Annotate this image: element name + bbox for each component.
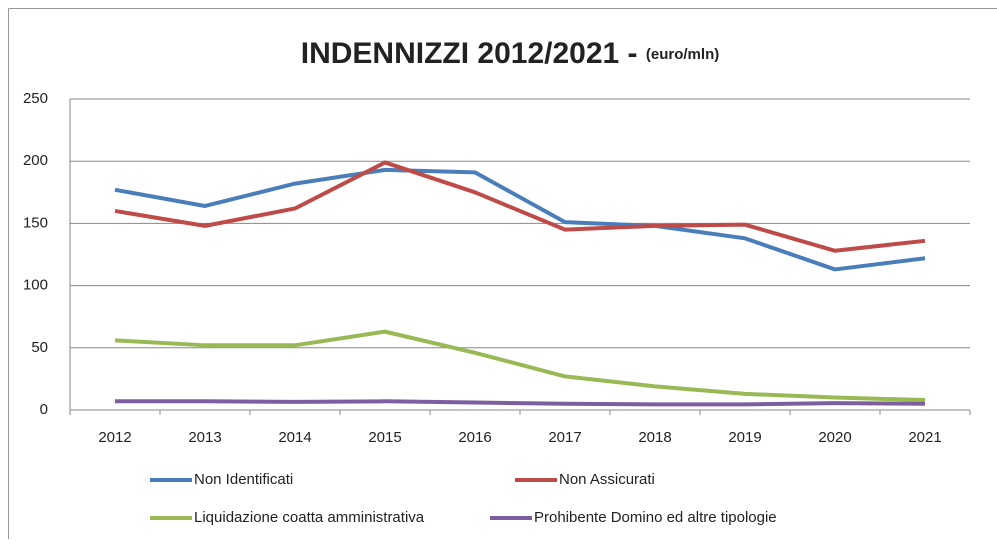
y-tick-label: 0 [40,401,48,418]
legend-label: Non Identificati [194,471,293,488]
x-tick-label: 2015 [368,429,401,446]
y-tick-label: 200 [23,152,48,169]
x-tick-label: 2012 [98,429,131,446]
series-line [115,399,926,407]
x-tick-label: 2019 [728,429,761,446]
x-tick-label: 2016 [458,429,491,446]
x-tick-label: 2018 [638,429,671,446]
subtitle: (euro/mln) [646,46,719,63]
series-line [114,167,926,272]
x-tick-label: 2021 [908,429,941,446]
x-tick-label: 2013 [188,429,221,446]
legend-label: Non Assicurati [559,471,655,488]
series-line [114,160,926,253]
y-tick-label: 100 [23,277,48,294]
x-tick-label: 2020 [818,429,851,446]
x-tick-label: 2014 [278,429,311,446]
y-tick-label: 250 [23,90,48,107]
y-tick-label: 50 [31,339,48,356]
title: INDENNIZZI 2012/2021 - [301,37,646,70]
legend-label: Prohibente Domino ed altre tipologie [534,509,777,526]
y-tick-label: 150 [23,214,48,231]
x-tick-label: 2017 [548,429,581,446]
series-line [114,329,926,403]
legend-label: Liquidazione coatta amministrativa [194,509,425,526]
chart-title: INDENNIZZI 2012/2021 - (euro/mln) [301,37,719,70]
